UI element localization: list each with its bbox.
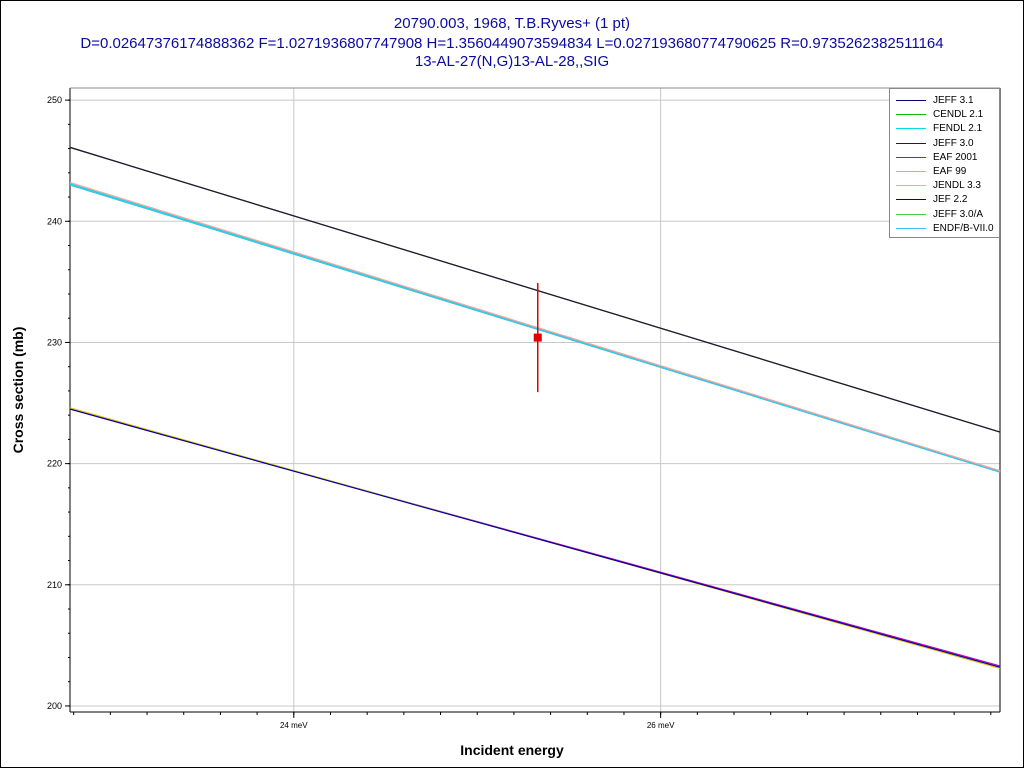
series-line — [69, 184, 1001, 473]
legend-label: EAF 2001 — [933, 151, 978, 163]
legend-swatch — [896, 171, 926, 172]
legend-label: EAF 99 — [933, 166, 967, 177]
legend-item: EAF 2001 — [890, 151, 999, 164]
legend-item: EAF 99 — [890, 165, 999, 178]
legend-swatch — [896, 185, 926, 187]
legend-item: JEF 2.2 — [890, 193, 999, 206]
y-tick-label: 230 — [47, 337, 62, 347]
legend-swatch — [896, 100, 926, 101]
legend-swatch — [896, 213, 926, 215]
chart-title: 20790.003, 1968, T.B.Ryves+ (1 pt) — [393, 15, 631, 32]
y-tick-label: 220 — [47, 459, 62, 469]
legend-label: CENDL 2.1 — [933, 109, 984, 121]
data-point — [533, 333, 542, 342]
x-tick-label: 26 meV — [647, 721, 675, 730]
legend-swatch — [896, 114, 926, 116]
legend-item: JEFF 3.1 — [890, 94, 999, 107]
series-line — [69, 181, 1001, 472]
y-tick-label: 250 — [47, 95, 62, 105]
legend-swatch — [896, 156, 926, 158]
y-axis-label: Cross section (mb) — [10, 326, 26, 454]
series-line — [69, 408, 1001, 668]
x-axis-label: Incident energy — [460, 742, 564, 758]
chart-parameters: D=0.02647376174888362 F=1.02719368077479… — [80, 35, 944, 52]
legend-item: JEFF 3.0 — [890, 137, 999, 150]
y-tick-label: 210 — [47, 580, 62, 590]
legend-label: ENDF/B-VII.0 — [933, 222, 994, 234]
legend-label: JEFF 3.1 — [933, 95, 974, 106]
x-tick-label: 24 meV — [280, 721, 308, 730]
legend-item: FENDL 2.1 — [890, 122, 999, 135]
plot-background — [70, 88, 1000, 712]
legend-swatch — [896, 227, 926, 229]
series-line — [69, 146, 1001, 433]
legend-swatch — [896, 199, 926, 201]
legend-item: JENDL 3.3 — [890, 179, 999, 192]
y-tick-label: 240 — [47, 216, 62, 226]
legend-label: FENDL 2.1 — [933, 123, 983, 135]
legend-item: JEFF 3.0/A — [890, 208, 999, 221]
legend-swatch — [896, 142, 926, 144]
chart-reaction: 13-AL-27(N,G)13-AL-28,,SIG — [414, 53, 610, 70]
legend-label: JEFF 3.0/A — [933, 208, 984, 220]
y-tick-label: 200 — [47, 701, 62, 711]
legend-item: ENDF/B-VII.0 — [890, 222, 999, 235]
legend-label: JEFF 3.0 — [933, 137, 974, 149]
legend-label: JEF 2.2 — [933, 194, 968, 206]
legend-label: JENDL 3.3 — [933, 180, 981, 192]
legend-swatch — [896, 128, 926, 130]
legend-item: CENDL 2.1 — [890, 108, 999, 121]
legend: JEFF 3.1 CENDL 2.1 FENDL 2.1 JEFF 3.0 EAF 20… — [889, 88, 1000, 238]
